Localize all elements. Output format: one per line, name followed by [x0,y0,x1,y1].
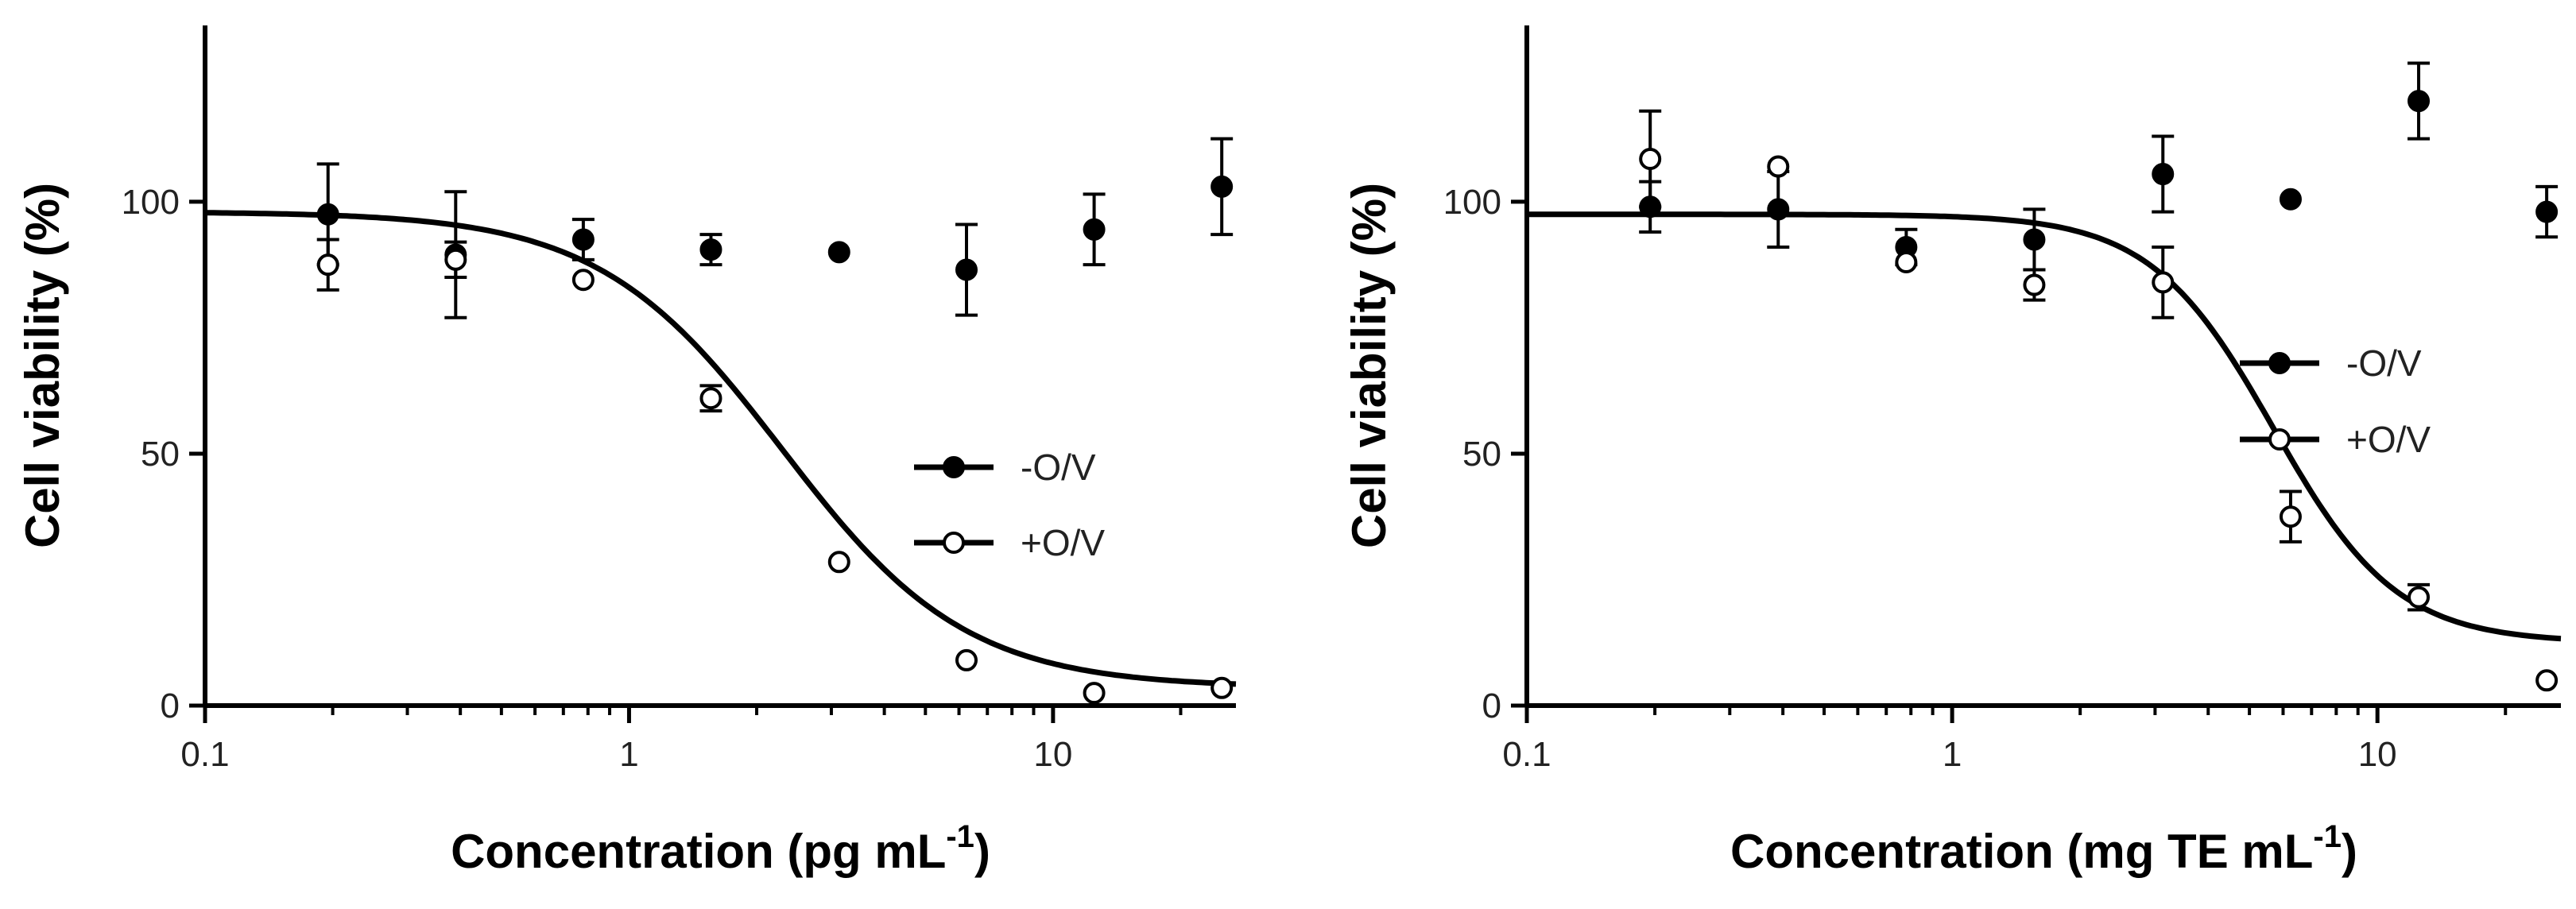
series-minus-ov [316,137,1234,319]
legend-item: +O/V [914,522,1105,563]
legend-label: -O/V [1021,447,1096,488]
data-point [2023,273,2046,296]
legend-marker [943,456,965,478]
data-point [699,387,722,410]
data-point [2152,163,2175,186]
y-axis-title: Cell viability (%) [1342,183,1396,548]
data-point [2023,228,2046,251]
y-tick-label: 0 [161,687,180,725]
data-point [2407,586,2431,609]
chart-panel-2: 0 50 100 0.1 1 10 Cell viability (%) Concentrat… [1342,25,2562,878]
x-tick-label: 0.1 [180,735,229,774]
x-tick-label: 0.1 [1502,735,1551,774]
data-point [316,203,339,226]
y-tick-label: 0 [1482,687,1501,725]
data-point [955,648,978,671]
chart-panel-1: 0 50 100 0.1 1 10 Cell viability (%) Concentrat… [16,25,1237,878]
data-point [1895,251,1918,274]
data-point [1083,218,1106,241]
data-point [1211,676,1234,699]
data-point [316,253,339,277]
x-tick-label: 1 [619,735,638,774]
data-point [571,269,595,292]
data-point [2279,505,2302,528]
y-tick-label: 100 [122,183,180,222]
series-plus-ov [316,238,1234,705]
x-axis-title: Concentration (pg mL-1) [451,819,990,878]
data-point [1767,155,1790,178]
y-axis-title: Cell viability (%) [16,183,69,548]
legend-item: +O/V [2240,419,2431,460]
legend-marker [943,532,965,554]
data-point [827,551,850,574]
fit-curve [1527,211,2562,642]
legend-marker [2268,352,2291,374]
legend-label: -O/V [2346,342,2422,384]
y-tick-label: 50 [141,435,180,474]
data-point [2535,200,2559,223]
legend-item: -O/V [914,447,1096,488]
data-point [444,248,467,271]
series-minus-ov [1639,61,2559,272]
legend-item: -O/V [2240,342,2422,384]
data-point [699,238,722,261]
data-point [2535,669,2559,692]
x-tick-label: 10 [1033,735,1072,774]
data-point [955,258,978,281]
legend-marker [2268,428,2291,451]
data-point [2279,188,2302,211]
fit-curve [204,210,1237,687]
y-tick-label: 100 [1443,183,1501,222]
y-tick-label: 50 [1462,435,1501,474]
legend-label: +O/V [1021,522,1105,563]
series-plus-ov [1639,109,2559,692]
x-axis-title: Concentration (mg TE mL-1) [1730,819,2357,878]
data-point [827,241,850,264]
data-point [2407,90,2431,113]
data-point [571,228,595,251]
x-tick-label: 1 [1943,735,1962,774]
data-point [1083,682,1106,705]
data-point [1767,198,1790,221]
x-tick-label: 10 [2358,735,2397,774]
data-point [1639,148,1662,171]
legend-label: +O/V [2346,419,2431,460]
data-point [1211,175,1234,198]
data-point [2152,271,2175,294]
